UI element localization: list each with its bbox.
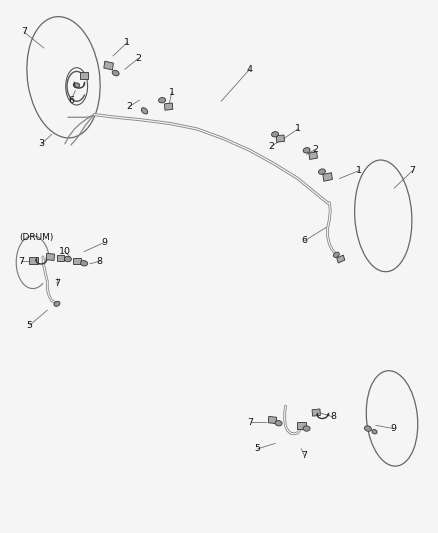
Text: 6: 6 [68, 96, 74, 104]
Ellipse shape [159, 98, 166, 103]
Text: 5: 5 [254, 445, 261, 453]
Ellipse shape [54, 301, 60, 306]
Text: 8: 8 [97, 257, 103, 265]
Ellipse shape [318, 169, 325, 174]
Text: 6: 6 [301, 237, 307, 245]
Bar [309, 152, 318, 159]
Bar [80, 72, 88, 79]
Ellipse shape [272, 132, 279, 137]
Ellipse shape [303, 426, 310, 431]
Ellipse shape [333, 252, 339, 257]
Ellipse shape [303, 148, 310, 153]
Bar [104, 61, 113, 70]
Text: 7: 7 [18, 257, 24, 265]
Ellipse shape [364, 426, 371, 431]
Ellipse shape [74, 83, 80, 88]
Text: 1: 1 [295, 125, 301, 133]
Text: 4: 4 [247, 65, 253, 74]
Bar [29, 256, 38, 263]
Text: 2: 2 [135, 54, 141, 63]
Text: 1: 1 [356, 166, 362, 175]
Text: 7: 7 [21, 28, 27, 36]
Ellipse shape [64, 256, 71, 262]
Bar [297, 422, 306, 429]
Bar [323, 173, 332, 181]
Text: 7: 7 [410, 166, 416, 175]
Text: 10: 10 [59, 247, 71, 256]
Ellipse shape [141, 108, 148, 114]
Text: 1: 1 [124, 38, 130, 47]
Text: 3: 3 [39, 140, 45, 148]
Text: 8: 8 [330, 413, 336, 421]
Text: 7: 7 [301, 451, 307, 460]
Ellipse shape [112, 70, 119, 76]
Bar [276, 135, 284, 142]
Text: 9: 9 [390, 424, 396, 433]
Text: 7: 7 [247, 418, 254, 426]
Bar [312, 409, 320, 416]
Text: 2: 2 [312, 145, 318, 154]
Bar [57, 255, 64, 261]
Bar [337, 255, 345, 263]
Ellipse shape [275, 421, 282, 426]
Text: 5: 5 [27, 321, 33, 329]
Bar [165, 103, 173, 110]
Text: 2: 2 [126, 102, 132, 111]
Text: (DRUM): (DRUM) [20, 233, 54, 241]
Bar [268, 416, 276, 424]
Text: 2: 2 [268, 142, 275, 150]
Ellipse shape [372, 430, 377, 434]
Bar [73, 258, 81, 264]
Text: 7: 7 [54, 279, 60, 288]
Text: 9: 9 [101, 238, 107, 247]
Text: 1: 1 [169, 88, 175, 97]
Ellipse shape [81, 261, 88, 266]
Bar [46, 253, 54, 261]
